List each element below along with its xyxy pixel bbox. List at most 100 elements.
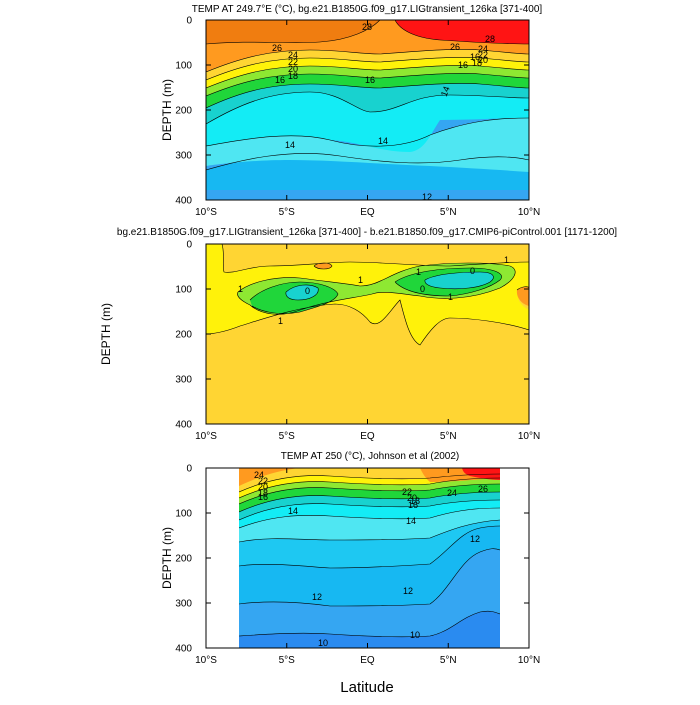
x-tick-label: 10°N [518,655,540,666]
panel-2-contour-labels: 1 0 1 1 1 0 0 1 1 [238,255,509,326]
p1-band-cyan [206,92,529,152]
p3-clabel: 10 [318,638,328,648]
p1-clabel: 16 [365,75,375,85]
panel-2-title: bg.e21.B1850G.f09_g17.LIGtransient_126ka… [117,227,617,238]
p1-clabel: 16 [275,75,285,85]
panel-2-ylabel: DEPTH (m) [99,303,113,365]
p1-clabel: 12 [422,192,432,202]
p3-clabel: 10 [410,630,420,640]
p3-clabel: 22 [402,487,412,497]
y-tick-label: 0 [186,464,192,475]
p3-clabel: 18 [258,488,268,498]
x-tick-label: EQ [360,431,375,442]
panel-3-contour-labels: 24 22 20 18 16 14 14 22 20 18 16 24 26 1… [254,470,488,648]
y-tick-label: 400 [175,644,192,655]
y-tick-label: 0 [186,240,192,251]
x-axis-label: Latitude [340,679,393,696]
panel-3-ticks: 10°S 5°S EQ 5°N 10°N 0 100 200 300 400 [175,464,540,667]
p1-band-aqua [206,118,529,172]
x-tick-label: 5°S [279,431,296,442]
p1-contour-lines [206,20,529,171]
panel-3-field [239,468,500,648]
p1-clabel: 14 [439,85,452,98]
p3-clabel: 20 [258,482,268,492]
p1-band-lime [206,65,529,96]
p3-clabel: 12 [403,586,413,596]
p3-clabel: 16 [258,492,268,502]
x-tick-label: 10°S [195,655,217,666]
y-tick-label: 300 [175,375,192,386]
p1-clabel: 14 [378,136,388,146]
panel-3-ylabel: DEPTH (m) [160,527,174,589]
p1-band-teal [206,83,529,124]
x-tick-label: 10°N [518,431,540,442]
p2-clabel: 0 [470,266,475,276]
p3-clabel: 12 [470,534,480,544]
y-tick-label: 300 [175,599,192,610]
p1-band-green [206,73,529,108]
panel-1-title: TEMP AT 249.7°E (°C), bg.e21.B1850G.f09_… [192,4,543,15]
y-tick-label: 200 [175,554,192,565]
panel-1-field [206,20,529,200]
p1-band-gold [206,49,529,80]
p2-clabel: 1 [504,255,509,265]
p3-clabel: 26 [478,484,488,494]
x-tick-label: 10°S [195,207,217,218]
y-tick-label: 200 [175,330,192,341]
panel-3-title: TEMP AT 250 (°C), Johnson et al (2002) [281,451,460,462]
y-tick-label: 200 [175,106,192,117]
x-tick-label: 5°S [279,655,296,666]
p1-clabel: 16 [470,52,480,62]
y-tick-label: 100 [175,61,192,72]
x-tick-label: EQ [360,655,375,666]
p1-clabel: 26 [272,43,282,53]
p1-clabel: 24 [288,50,298,60]
x-tick-label: 10°S [195,431,217,442]
x-tick-label: 10°N [518,207,540,218]
p2-clabel: 0 [420,284,425,294]
p2-contour-lines [206,244,529,346]
p3-clabel: 24 [254,470,264,480]
p1-clabel: 24 [478,44,488,54]
p1-clabel: 16 [458,60,468,70]
p3-band-orange [239,468,500,486]
p3-clabel: 16 [408,500,418,510]
x-tick-label: 5°N [440,431,457,442]
p1-band-red [395,20,529,44]
p1-clabel: 22 [288,57,298,67]
p3-clabel: 22 [258,476,268,486]
p3-clabel: 14 [288,506,298,516]
p1-band-dark-orange [206,20,380,44]
panel-1-ticks: 10°S 5°S EQ 5°N 10°N 0 100 200 300 400 [175,16,540,219]
p3-clabel: 18 [410,496,420,506]
x-tick-label: EQ [360,207,375,218]
y-tick-label: 400 [175,420,192,431]
p1-clabel: 26 [450,42,460,52]
p2-clabel: 0 [305,286,310,296]
p2-clabel: 1 [278,316,283,326]
p3-clabel: 14 [406,516,416,526]
p3-contour-lines [239,473,500,638]
p2-band-teal [285,272,494,300]
p1-clabel: 20 [478,55,488,65]
y-tick-label: 100 [175,509,192,520]
y-tick-label: 100 [175,285,192,296]
p1-band-yellow [206,57,529,88]
p2-clabel: 1 [448,292,453,302]
p1-clabel: 20 [288,64,298,74]
x-tick-label: 5°N [440,655,457,666]
p3-clabel: 24 [447,488,457,498]
y-tick-label: 0 [186,16,192,27]
p1-clabel: 14 [285,140,295,150]
p1-clabel: 28 [485,34,495,44]
p3-clabel: 20 [407,493,417,503]
p2-clabel: 1 [238,284,243,294]
panel-3: TEMP AT 250 (°C), Johnson et al (2002) D… [160,451,540,666]
p1-clabel: 18 [472,58,482,68]
p1-clabel: 18 [288,71,298,81]
p3-band-red [462,468,500,480]
y-tick-label: 400 [175,196,192,207]
p1-clabel: 28 [362,22,372,32]
